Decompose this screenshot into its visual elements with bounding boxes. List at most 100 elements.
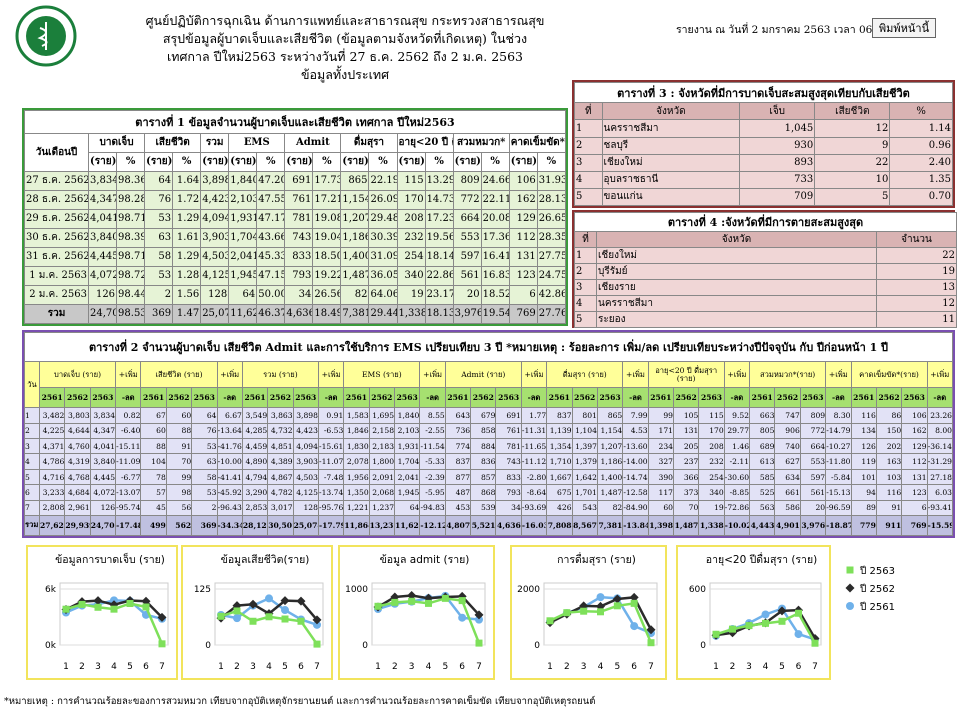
total-cell: -17.79 <box>317 514 345 537</box>
total-cell: 1,338 <box>396 303 426 325</box>
sub-header: 2562 <box>368 387 396 409</box>
column-header: รวม (ราย) <box>241 361 319 389</box>
table-row: วัน บาดเจ็บ (ราย) +เพิ่ม เสียชีวิต (ราย) +เพ… <box>24 361 954 409</box>
chart: การดื่มสุรา (ราย) 0 2000 1 2 3 4 5 6 7 <box>517 552 658 672</box>
cell: 1 <box>24 407 40 424</box>
table-row: 4 อุบลราชธานี 733 10 1.35 <box>574 170 953 189</box>
data-point <box>761 610 770 619</box>
cell: 5 <box>814 187 891 207</box>
data-point <box>94 603 102 611</box>
cell: 22.19 <box>368 170 398 191</box>
sub-header: 2561 <box>444 387 472 409</box>
cell: -31.29 <box>926 453 954 470</box>
cell: 691 <box>284 170 314 191</box>
data-point <box>712 630 720 638</box>
cell: 1,221 <box>343 499 370 516</box>
print-button[interactable]: พิมพ์หน้านี้ <box>872 18 936 38</box>
table-row: 2 ม.ค. 2563 126 98.44 2 1.56 128 64 50.00 34 26.5… <box>24 284 567 305</box>
data-point <box>630 622 639 631</box>
cell: 34 <box>284 284 314 305</box>
sub-header: (ราย) <box>396 151 426 172</box>
table-row: 3 4,371 4,760 4,041 -15.11 88 91 53 -41.76 4,459 4… <box>24 438 954 455</box>
cell: 14.73 <box>424 189 454 210</box>
table-row: รวม27,62129,93924,705-17.48499562369-34.… <box>24 514 954 537</box>
cell: 1,045 <box>739 119 816 138</box>
sub-header: % <box>424 151 454 172</box>
column-header: EMS <box>228 132 286 153</box>
cell: 5 <box>24 468 40 486</box>
cell: 115 <box>698 407 725 424</box>
cell: 31.93 <box>536 170 567 191</box>
cell: 131 <box>672 422 700 440</box>
cell: 2,103 <box>394 422 421 440</box>
total-cell: 24,705 <box>89 514 117 537</box>
cell: 99 <box>647 407 674 424</box>
cell: 1,400 <box>596 468 624 486</box>
cell: 1,931 <box>394 438 421 455</box>
cell: 1,139 <box>546 422 573 440</box>
cell: -95.76 <box>317 499 345 516</box>
cell: 1,207 <box>340 208 370 229</box>
cell: 1,354 <box>546 438 573 455</box>
cell: 689 <box>749 438 776 455</box>
cell: 1,701 <box>571 484 598 501</box>
cell: 893 <box>739 153 816 172</box>
data-point <box>629 592 639 602</box>
cell: 4,794 <box>241 468 269 486</box>
total-cell: 769 <box>508 303 538 325</box>
cell: 6 <box>508 284 538 305</box>
cell: 98.72 <box>116 265 146 286</box>
cell: 1,931 <box>228 208 258 229</box>
cell: 76 <box>144 189 174 210</box>
cell: 3,903 <box>292 453 319 470</box>
cell: 53 <box>191 438 218 455</box>
legend-label: ปี 2562 <box>859 583 895 595</box>
cell: 112 <box>508 227 538 248</box>
table-title: ตารางที่ 1 ข้อมูลจำนวนผู้บาดเจ็บและเสียช… <box>24 110 566 134</box>
cell: 8.30 <box>825 407 852 424</box>
cell: 3,898 <box>200 170 230 191</box>
x-tick-label: 5 <box>282 662 288 672</box>
total-cell: 11,864 <box>343 514 370 537</box>
x-tick-label: 7 <box>476 662 482 672</box>
x-tick-label: 5 <box>779 662 785 672</box>
data-point <box>78 600 86 608</box>
cell: 5 <box>574 311 597 328</box>
chart: ข้อมูลเสียชีวิต(ราย) 0 125 1 2 3 4 5 6 7 <box>194 553 324 672</box>
sub-header: 2562 <box>470 387 497 409</box>
sub-header: (ราย) <box>144 151 174 172</box>
table-row: 1 ม.ค. 2563 4,072 98.72 53 1.28 4,125 1,945 47.… <box>24 265 567 286</box>
cell: 64 <box>394 499 421 516</box>
cell: 2,808 <box>38 499 66 516</box>
data-point <box>281 606 289 615</box>
cell: 3,482 <box>38 407 66 424</box>
cell: 126 <box>87 284 118 305</box>
cell: 234 <box>647 438 674 455</box>
cell: 1 <box>574 119 603 138</box>
cell: -11.09 <box>115 453 142 470</box>
cell: 20 <box>452 284 482 305</box>
cell: 91 <box>165 438 193 455</box>
cell: 884 <box>470 438 497 455</box>
cell: 30 ธ.ค. 2562 <box>24 227 89 248</box>
footnote: *หมายเหตุ : การคำนวณร้อยละของการสวมหมวก … <box>4 696 596 707</box>
total-cell: -17.48 <box>115 514 142 537</box>
y-tick-label: 0 <box>700 641 706 651</box>
cell: 163 <box>875 453 903 470</box>
cell: 2,078 <box>343 453 370 470</box>
table-row: 28 ธ.ค. 2562 4,347 98.28 76 1.72 4,423 2,103 47… <box>24 189 567 210</box>
cell: 116 <box>875 484 903 501</box>
cell: 26.65 <box>536 208 567 229</box>
cell: 60 <box>140 422 167 440</box>
cell: -7.48 <box>317 468 345 486</box>
cell: 58 <box>191 468 218 486</box>
cell: 106 <box>901 407 928 424</box>
cell: 906 <box>774 422 801 440</box>
cell: 254 <box>396 246 426 267</box>
cell: 4,644 <box>64 422 91 440</box>
column-header: Admit <box>284 132 342 153</box>
x-tick-label: 1 <box>375 662 381 672</box>
cell: 1 ม.ค. 2563 <box>24 265 89 286</box>
cell: 837 <box>444 453 472 470</box>
y-tick-label: 600 <box>689 585 706 595</box>
